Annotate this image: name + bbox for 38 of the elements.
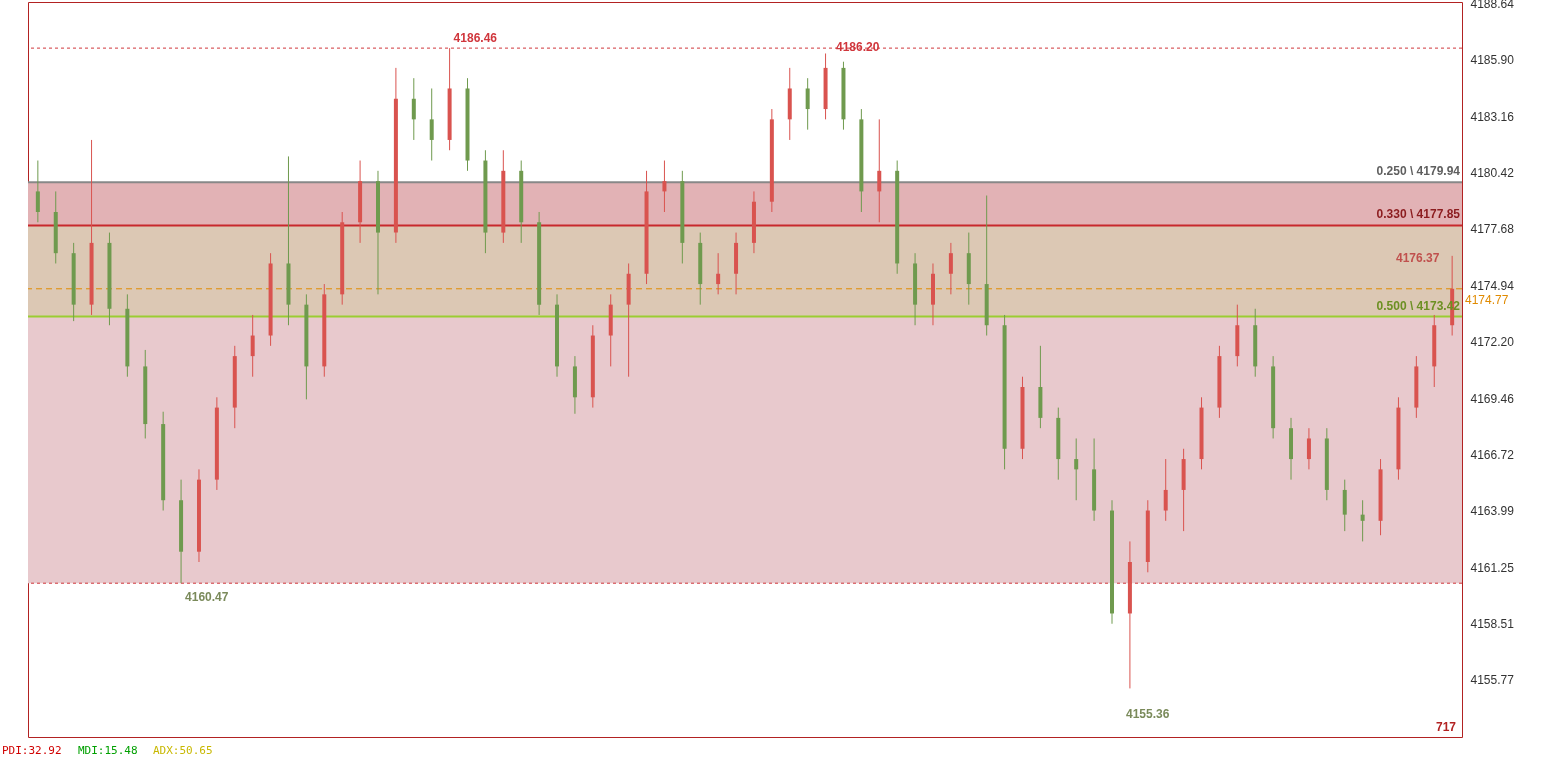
y-tick-label: 4172.20 <box>1470 335 1515 350</box>
candlestick <box>877 118 882 223</box>
candlestick <box>662 160 667 213</box>
text: MDI:15.48 <box>78 744 138 757</box>
annotation: 717 <box>1436 720 1457 734</box>
candlestick <box>948 242 953 295</box>
y-tick-label: 4161.25 <box>1470 560 1515 575</box>
candlestick <box>35 160 40 223</box>
text: PDI:32.92 <box>2 744 62 757</box>
annotation: 4186.46 <box>453 31 498 46</box>
y-tick-label: 4166.72 <box>1470 448 1515 463</box>
y-tick-label: 4185.90 <box>1470 53 1515 68</box>
y-tick-label: 4174.94 <box>1470 278 1515 293</box>
candlestick <box>1360 499 1365 542</box>
y-tick-label: 4177.68 <box>1470 222 1515 237</box>
candlestick <box>429 87 434 162</box>
annotation: 4160.47 <box>185 590 229 605</box>
candlestick <box>411 77 416 141</box>
y-tick-label: 4183.16 <box>1470 109 1515 124</box>
annotation: 4186.20 <box>836 40 880 54</box>
ref-line-label: 0.250 \ 4179.94 <box>1376 164 1461 179</box>
candlestick <box>716 252 721 295</box>
candlestick <box>805 77 810 131</box>
y-tick-label: 4158.51 <box>1470 617 1515 632</box>
ref-line-label: 4174.77 <box>1465 292 1509 307</box>
candlestick <box>1163 458 1168 522</box>
annotation: 4155.36 <box>1126 707 1170 721</box>
annotation: 4176.37 <box>1396 251 1440 265</box>
candlestick <box>1306 427 1311 470</box>
candlestick <box>250 314 255 378</box>
y-tick-label: 4155.77 <box>1470 673 1515 688</box>
text: ADX:50.65 <box>153 744 213 757</box>
y-tick-label: 4163.99 <box>1470 504 1515 519</box>
y-tick-label: 4169.46 <box>1470 391 1515 406</box>
ref-line-label: 0.330 \ 4177.85 <box>1376 207 1461 222</box>
y-tick-label: 4180.42 <box>1470 165 1515 180</box>
candlestick <box>1074 437 1079 501</box>
y-tick-label: 4188.64 <box>1470 0 1515 11</box>
